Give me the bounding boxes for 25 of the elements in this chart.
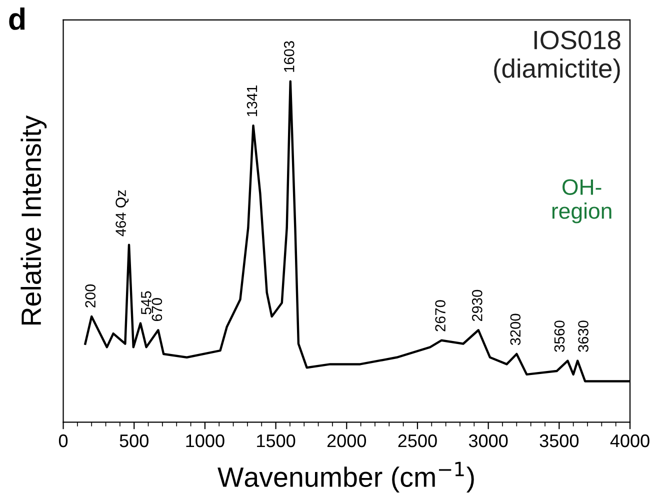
- annotation: 545: [141, 291, 152, 314]
- x-tick-label: 3500: [540, 434, 579, 448]
- annotation: 670: [152, 298, 162, 322]
- x-tick-label: 2500: [398, 434, 437, 448]
- annotation: 200: [85, 284, 96, 308]
- x-tick-label: 4000: [610, 434, 650, 448]
- x-tick-label: 2000: [327, 434, 366, 448]
- chart-title: IOS018 (diamictite): [494, 30, 620, 84]
- annotation: 1341: [246, 86, 258, 116]
- y-axis-title: Relative Intensity: [20, 115, 47, 325]
- x-tick-label: 1500: [257, 434, 296, 448]
- annotation: 3200: [510, 314, 521, 346]
- x-tick-label: 0: [58, 434, 68, 448]
- annotation: 2930: [472, 290, 482, 322]
- annotation: 464 Qz: [116, 190, 129, 236]
- annotation: 3630: [578, 320, 588, 352]
- annotation: 3560: [554, 320, 565, 352]
- text: d: [9, 7, 25, 30]
- x-tick-label: 500: [120, 434, 148, 448]
- x-axis-title: Wavenumber (cm$^{−1}$): [218, 462, 474, 492]
- annotation: OH- region: [552, 179, 612, 224]
- annotation: 2670: [435, 300, 446, 332]
- annotation: 1603: [284, 41, 294, 72]
- x-tick-label: 3000: [468, 434, 508, 448]
- x-tick-label: 1000: [186, 434, 224, 448]
